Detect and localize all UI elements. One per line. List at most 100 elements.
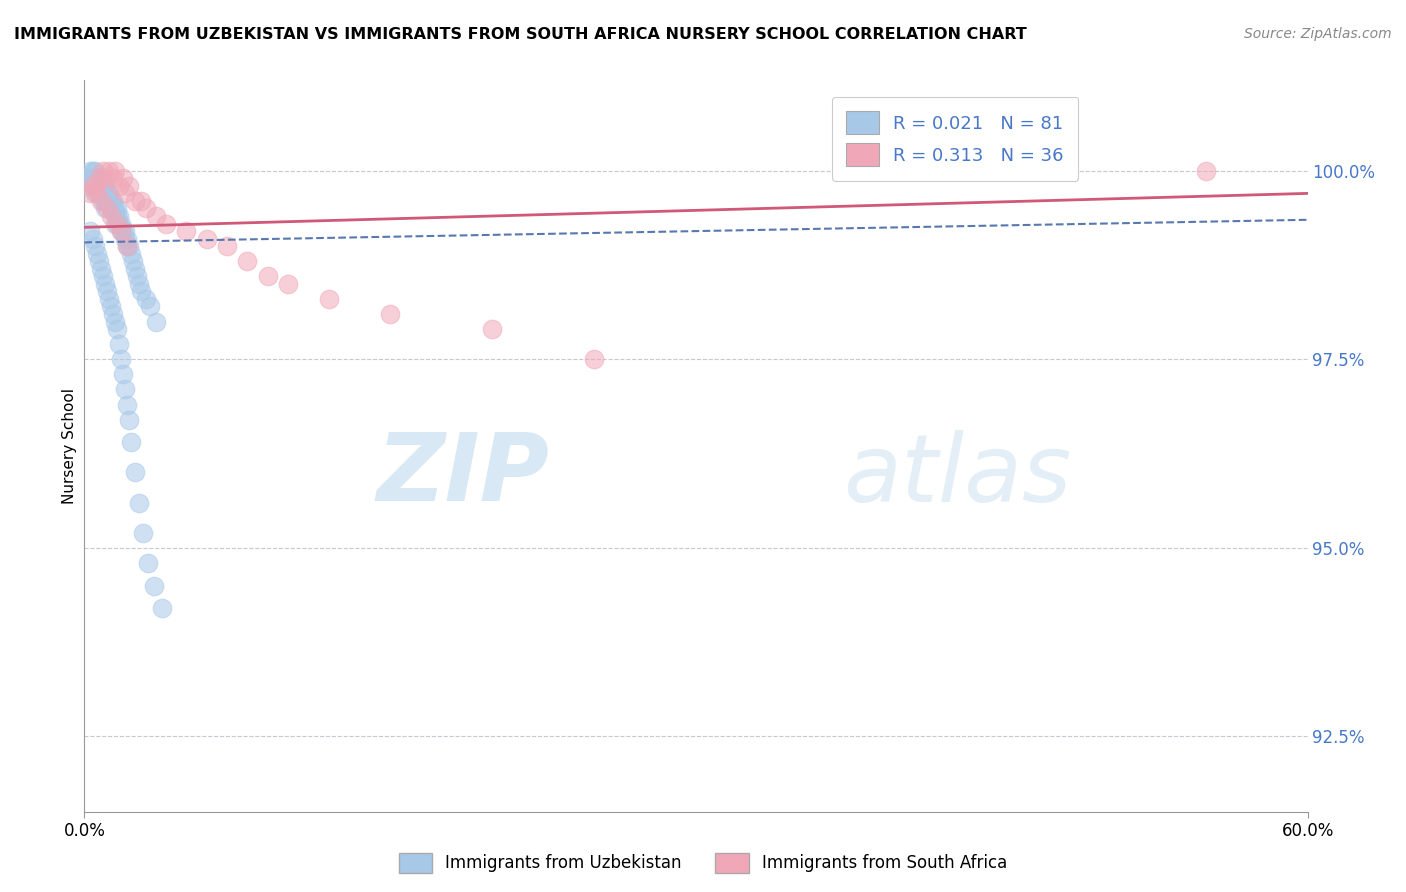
Point [82,171,104,186]
Point [82,178,104,193]
Point [583,352,606,367]
Legend: Immigrants from Uzbekistan, Immigrants from South Africa: Immigrants from Uzbekistan, Immigrants f… [392,847,1014,880]
Point [91,186,114,201]
Point [105,217,128,231]
Point [104,315,127,329]
Point [128,495,150,509]
Point [481,322,503,336]
Point [87,254,110,268]
Point [105,209,128,223]
Text: IMMIGRANTS FROM UZBEKISTAN VS IMMIGRANTS FROM SOUTH AFRICA NURSERY SCHOOL CORREL: IMMIGRANTS FROM UZBEKISTAN VS IMMIGRANTS… [14,27,1026,42]
Point [124,261,146,276]
Point [1195,163,1218,178]
Point [174,224,197,238]
Point [100,202,122,216]
Point [122,254,145,268]
Point [112,368,135,382]
Point [115,239,138,253]
Point [90,178,112,193]
Point [257,269,280,284]
Point [150,601,173,615]
Text: Source: ZipAtlas.com: Source: ZipAtlas.com [1244,27,1392,41]
Point [115,232,138,246]
Point [93,194,115,208]
Point [87,171,110,186]
Point [101,171,124,186]
Point [91,194,114,208]
Point [86,178,108,193]
Point [318,292,340,306]
Point [83,239,105,253]
Point [110,352,132,367]
Point [195,232,218,246]
Point [93,186,115,201]
Point [104,217,127,231]
Point [155,217,177,231]
Point [91,269,114,284]
Point [105,322,128,336]
Point [135,292,157,306]
Point [108,209,131,223]
Point [112,224,135,238]
Point [114,224,136,238]
Point [96,194,118,208]
Point [97,163,120,178]
Point [100,194,122,208]
Point [124,466,146,480]
Point [145,315,167,329]
Point [91,163,114,178]
Point [142,578,165,592]
Point [83,178,105,193]
Point [114,383,136,397]
Point [87,178,110,193]
Point [135,202,157,216]
Point [236,254,259,268]
Point [90,171,112,186]
Point [104,209,127,223]
Point [105,202,128,216]
Point [93,171,115,186]
Point [124,194,146,208]
Point [83,186,105,201]
Point [118,412,141,426]
Point [131,285,153,299]
Point [277,277,299,291]
Point [86,186,108,201]
Point [96,186,118,201]
Point [131,194,153,208]
Point [127,269,149,284]
Point [83,163,105,178]
Point [79,186,101,201]
Point [97,194,120,208]
Point [108,337,131,351]
Point [79,163,101,178]
Point [86,171,108,186]
Point [118,239,141,253]
Point [93,202,115,216]
Point [114,232,136,246]
Point [115,398,138,412]
Point [136,556,159,570]
Point [114,186,136,201]
Y-axis label: Nursery School: Nursery School [62,388,77,504]
Point [83,178,105,193]
Point [87,186,110,201]
Point [97,186,120,201]
Point [100,209,122,223]
Text: ZIP: ZIP [377,429,550,521]
Point [101,202,124,216]
Point [91,178,114,193]
Point [96,202,118,216]
Point [110,217,132,231]
Point [82,232,104,246]
Point [101,307,124,321]
Point [86,246,108,260]
Point [120,435,142,450]
Point [100,300,122,314]
Point [87,171,110,186]
Legend: R = 0.021   N = 81, R = 0.313   N = 36: R = 0.021 N = 81, R = 0.313 N = 36 [832,96,1078,181]
Point [93,178,115,193]
Point [104,202,127,216]
Point [217,239,239,253]
Point [77,171,100,186]
